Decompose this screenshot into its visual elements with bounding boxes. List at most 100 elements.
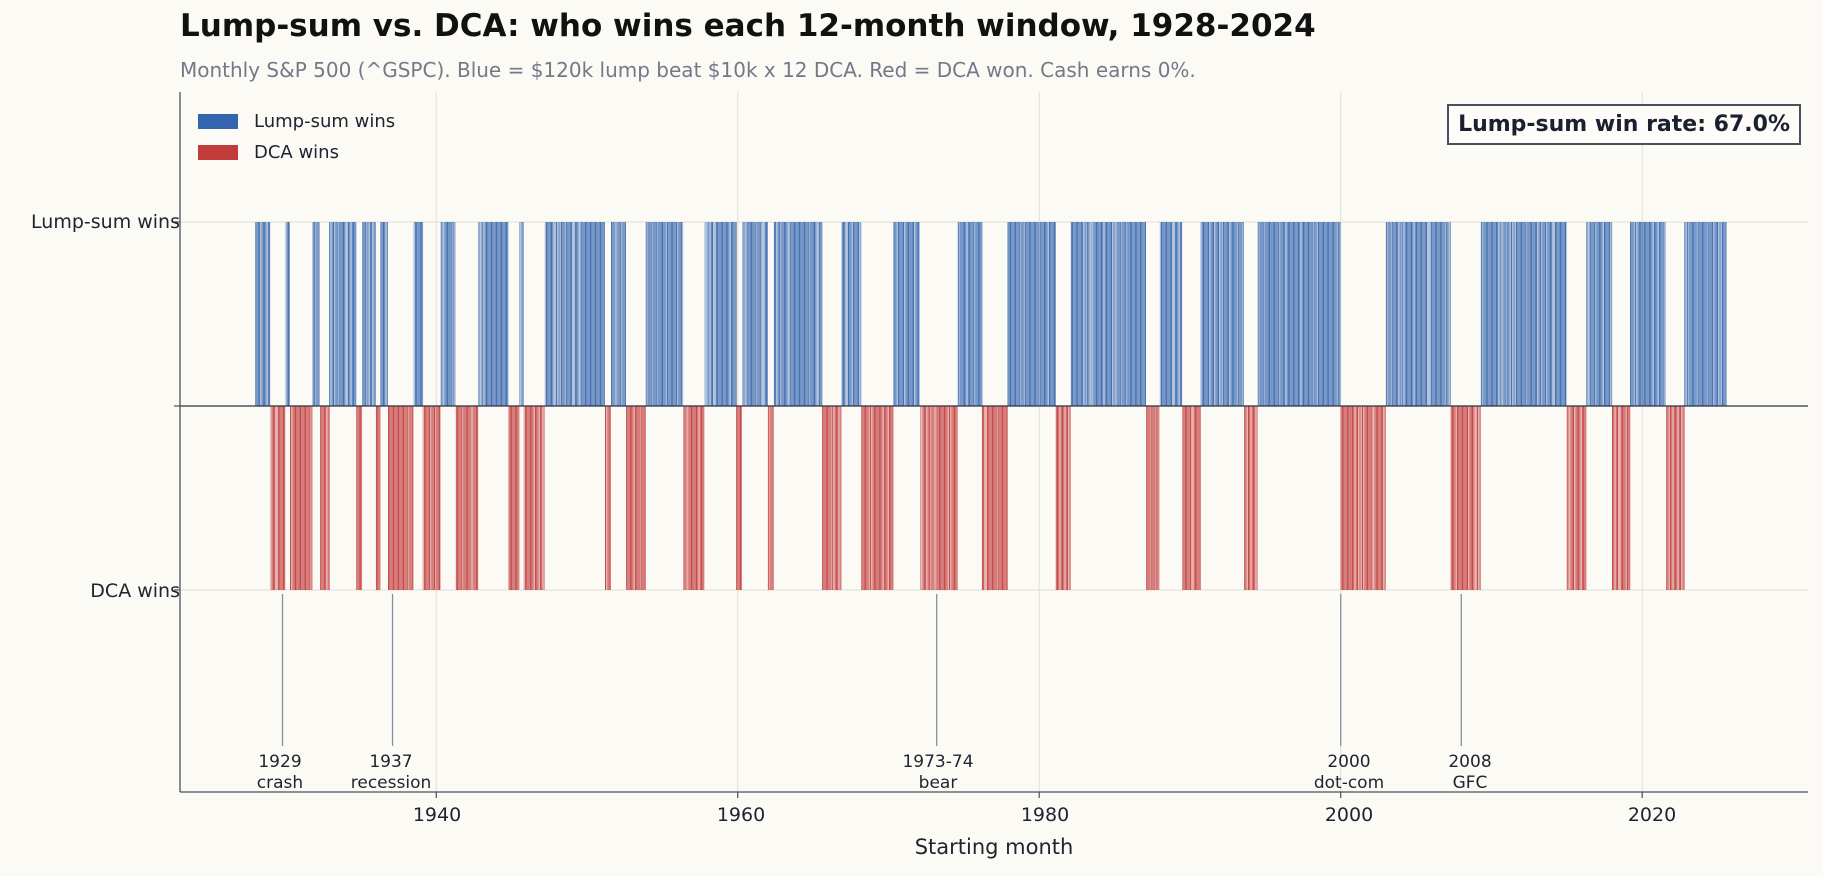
bar-lump-win [787,222,789,406]
bar-dca-win [1357,406,1358,590]
bar-lump-win [1335,222,1337,406]
bar-lump-win [1281,222,1283,406]
bar-dca-win [1069,406,1071,590]
bar-dca-win [422,406,424,590]
bar-lump-win [791,222,793,406]
bar-dca-win [291,406,293,590]
bar-lump-win [767,222,768,406]
bar-lump-win [569,222,571,406]
bar-dca-win [1462,406,1463,590]
bar-lump-win [1722,222,1723,406]
bar-lump-win [261,222,263,406]
bar-lump-win [1426,222,1428,406]
bar-lump-win [670,222,672,406]
bar-lump-win [1712,222,1713,406]
bar-lump-win [1590,222,1592,406]
bar-dca-win [606,406,608,590]
bar-dca-win [1369,406,1371,590]
bar-dca-win [886,406,888,590]
bar-dca-win [1197,406,1199,590]
bar-lump-win [1122,222,1124,406]
bar-dca-win [271,406,273,590]
bar-dca-win [981,406,983,590]
bar-lump-win [1271,222,1273,406]
bar-dca-win [1569,406,1571,590]
bar-lump-win [1565,222,1566,406]
bar-lump-win [1208,222,1209,406]
bar-dca-win [1566,406,1568,590]
bar-lump-win [1099,222,1101,406]
bar-dca-win [825,406,827,590]
bar-lump-win [1513,222,1515,406]
bar-dca-win [468,406,470,590]
bar-dca-win [296,406,298,590]
bar-lump-win [749,222,751,406]
bar-lump-win [1686,222,1688,406]
bar-lump-win [960,222,962,406]
bar-lump-win [854,222,856,406]
bar-dca-win [993,406,995,590]
bar-lump-win [1224,222,1226,406]
bar-lump-win [1116,222,1118,406]
event-label-1973: 1973-74 bear [902,752,973,794]
bar-dca-win [428,406,430,590]
bar-dca-win [862,406,864,590]
bar-lump-win [340,222,342,406]
bar-lump-win [355,222,357,406]
bar-lump-win [667,222,669,406]
bar-lump-win [1544,222,1546,406]
bar-dca-win [426,406,428,590]
bar-dca-win [1156,406,1158,590]
bar-lump-win [981,222,983,406]
bar-dca-win [1359,406,1361,590]
bar-lump-win [367,222,369,406]
bar-lump-win [677,222,679,406]
bar-dca-win [474,406,476,590]
bar-dca-win [828,406,830,590]
bar-lump-win [1313,222,1314,406]
bar-lump-win [568,222,570,406]
bar-dca-win [528,406,530,590]
bar-dca-win [834,406,836,590]
bar-dca-win [984,406,986,590]
bar-dca-win [302,406,304,590]
bar-lump-win [961,222,963,406]
bar-lump-win [579,222,581,406]
bar-lump-win [584,222,586,406]
bar-dca-win [641,406,643,590]
bar-lump-win [969,222,971,406]
bar-lump-win [980,222,982,406]
bar-lump-win [919,222,920,406]
bar-lump-win [1265,222,1267,406]
bar-dca-win [1672,406,1674,590]
bar-dca-win [396,406,398,590]
bar-lump-win [501,222,502,406]
bar-dca-win [524,406,526,590]
bar-lump-win [1596,222,1598,406]
bar-dca-win [509,406,511,590]
bar-lump-win [368,222,370,406]
bar-dca-win [1474,406,1476,590]
bar-dca-win [1580,406,1582,590]
bar-lump-win [1664,222,1665,406]
bar-lump-win [727,222,729,406]
bar-dca-win [1584,406,1586,590]
bar-lump-win [381,222,383,406]
bar-lump-win [915,222,917,406]
x-tick-1940: 1940 [412,804,462,826]
bar-dca-win [1340,406,1342,590]
bar-lump-win [796,222,798,406]
bar-lump-win [1551,222,1553,406]
bar-lump-win [1177,222,1179,406]
bar-lump-win [1488,222,1490,406]
bar-lump-win [1082,222,1084,406]
bar-dca-win [400,406,402,590]
bar-lump-win [502,222,504,406]
bar-lump-win [725,222,727,406]
bar-lump-win [1020,222,1022,406]
bar-lump-win [1172,222,1174,406]
bar-lump-win [1638,222,1640,406]
bar-lump-win [621,222,623,406]
bar-lump-win [1531,222,1533,406]
bar-lump-win [1123,222,1125,406]
